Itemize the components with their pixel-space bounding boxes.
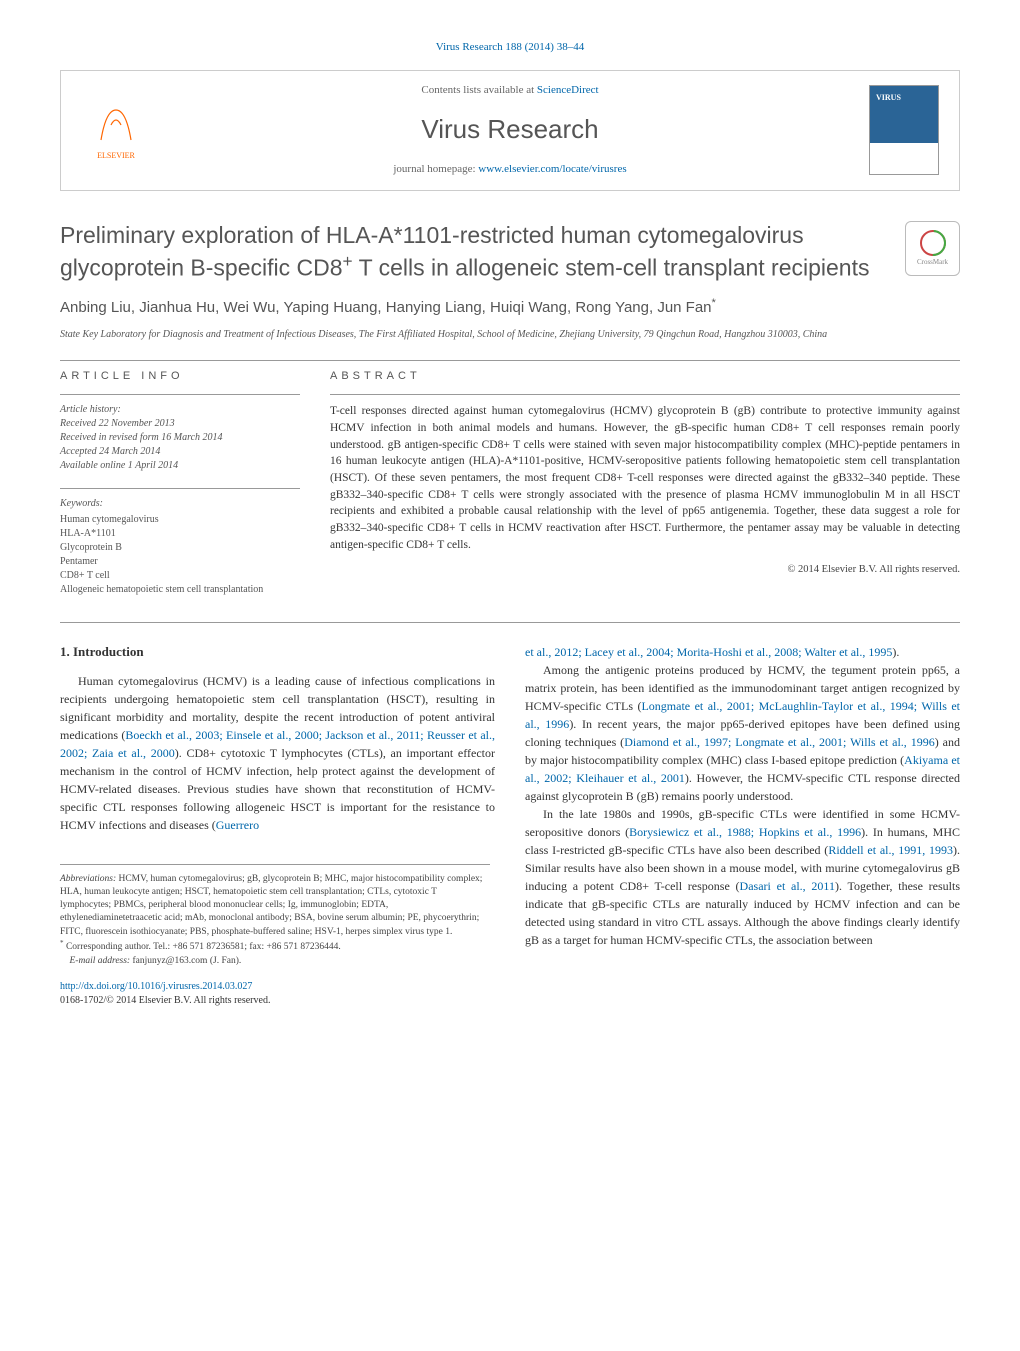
section-heading: 1. Introduction	[60, 643, 495, 661]
publisher-name: ELSEVIER	[97, 150, 135, 161]
abstract-copyright: © 2014 Elsevier B.V. All rights reserved…	[330, 563, 960, 578]
author-list: Anbing Liu, Jianhua Hu, Wei Wu, Yaping H…	[60, 296, 960, 318]
keyword: Glycoprotein B	[60, 541, 300, 555]
footnotes: Abbreviations: HCMV, human cytomegalovir…	[60, 864, 490, 968]
divider	[60, 360, 960, 361]
sciencedirect-link[interactable]: ScienceDirect	[537, 84, 599, 96]
contents-prefix: Contents lists available at	[421, 84, 536, 96]
citation-link[interactable]: Diamond et al., 1997; Longmate et al., 2…	[624, 735, 935, 749]
history-item: Received 22 November 2013	[60, 418, 175, 429]
body-paragraph: In the late 1980s and 1990s, gB-specific…	[525, 805, 960, 949]
email-link[interactable]: fanjunyz@163.com	[130, 956, 207, 966]
corresponding-marker: *	[712, 297, 716, 309]
divider	[60, 394, 300, 395]
email-label: E-mail address:	[70, 956, 131, 966]
history-label: Article history:	[60, 404, 121, 415]
citation-link[interactable]: Dasari et al., 2011	[740, 879, 835, 893]
affiliation: State Key Laboratory for Diagnosis and T…	[60, 328, 960, 342]
corresponding-author-text: Corresponding author. Tel.: +86 571 8723…	[64, 942, 341, 952]
divider	[330, 394, 960, 395]
crossmark-label: CrossMark	[917, 258, 948, 268]
issn-copyright: 0168-1702/© 2014 Elsevier B.V. All right…	[60, 995, 270, 1006]
abstract-heading: abstract	[330, 369, 960, 384]
doi-block: http://dx.doi.org/10.1016/j.virusres.201…	[60, 980, 495, 1008]
divider	[60, 488, 300, 489]
title-superscript: +	[343, 251, 353, 271]
keyword: Pentamer	[60, 555, 300, 569]
citation-link[interactable]: Borysiewicz et al., 1988; Hopkins et al.…	[629, 825, 861, 839]
body-paragraph: Among the antigenic proteins produced by…	[525, 661, 960, 805]
keyword: Allogeneic hematopoietic stem cell trans…	[60, 583, 300, 597]
keywords-label: Keywords:	[60, 497, 300, 511]
abstract-text: T-cell responses directed against human …	[330, 403, 960, 553]
homepage-line: journal homepage: www.elsevier.com/locat…	[151, 162, 869, 177]
body-paragraph: et al., 2012; Lacey et al., 2004; Morita…	[525, 643, 960, 661]
journal-header: ELSEVIER Contents lists available at Sci…	[60, 70, 960, 190]
journal-name: Virus Research	[151, 111, 869, 147]
history-item: Received in revised form 16 March 2014	[60, 432, 223, 443]
citation-link[interactable]: Guerrero	[216, 818, 259, 832]
journal-reference: Virus Research 188 (2014) 38–44	[60, 40, 960, 55]
email-suffix: (J. Fan).	[207, 956, 241, 966]
journal-cover-thumbnail	[869, 85, 939, 175]
title-part-2: T cells in allogeneic stem-cell transpla…	[353, 255, 870, 281]
doi-link[interactable]: http://dx.doi.org/10.1016/j.virusres.201…	[60, 981, 252, 992]
homepage-prefix: journal homepage:	[393, 163, 478, 175]
article-title: Preliminary exploration of HLA-A*1101-re…	[60, 221, 960, 284]
divider	[60, 622, 960, 623]
abbreviations-label: Abbreviations:	[60, 874, 116, 884]
keyword: Human cytomegalovirus	[60, 513, 300, 527]
citation-link[interactable]: Riddell et al., 1991, 1993	[828, 843, 953, 857]
keyword: HLA-A*1101	[60, 527, 300, 541]
crossmark-badge[interactable]: CrossMark	[905, 221, 960, 276]
authors-text: Anbing Liu, Jianhua Hu, Wei Wu, Yaping H…	[60, 299, 712, 316]
article-history: Article history: Received 22 November 20…	[60, 403, 300, 473]
journal-homepage-link[interactable]: www.elsevier.com/locate/virusres	[478, 163, 626, 175]
keyword: CD8+ T cell	[60, 569, 300, 583]
elsevier-logo: ELSEVIER	[81, 95, 151, 165]
article-info-heading: article info	[60, 369, 300, 384]
citation-link[interactable]: et al., 2012; Lacey et al., 2004; Morita…	[525, 645, 892, 659]
history-item: Accepted 24 March 2014	[60, 446, 160, 457]
body-paragraph: Human cytomegalovirus (HCMV) is a leadin…	[60, 672, 495, 834]
abbreviations-text: HCMV, human cytomegalovirus; gB, glycopr…	[60, 874, 482, 937]
contents-line: Contents lists available at ScienceDirec…	[151, 83, 869, 98]
para-text: ).	[892, 645, 899, 659]
history-item: Available online 1 April 2014	[60, 460, 178, 471]
keywords-block: Keywords: Human cytomegalovirus HLA-A*11…	[60, 497, 300, 597]
